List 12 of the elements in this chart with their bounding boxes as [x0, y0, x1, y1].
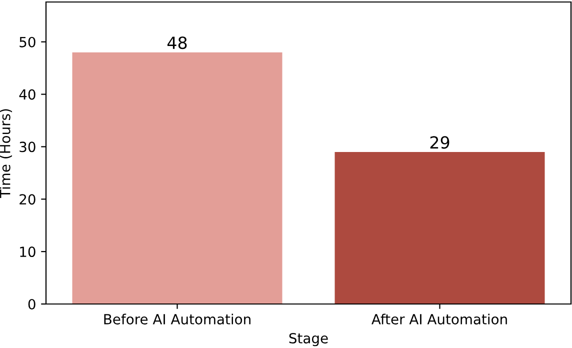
- x-axis-title: Stage: [289, 332, 328, 346]
- y-axis-title: Time (Hours): [0, 109, 12, 198]
- y-tick-label: 10: [20, 246, 36, 258]
- data-label: 29: [430, 136, 450, 149]
- data-label: 48: [167, 36, 187, 50]
- y-tick-label: 40: [19, 89, 36, 100]
- y-tick-label: 20: [20, 194, 36, 205]
- y-tick-label: 50: [20, 36, 36, 48]
- y-tick-label: 30: [20, 142, 36, 152]
- y-tick-label: 0: [28, 298, 36, 310]
- x-tick-label: After AI Automation: [372, 314, 507, 324]
- x-tick-label: Before AI Automation: [104, 314, 250, 324]
